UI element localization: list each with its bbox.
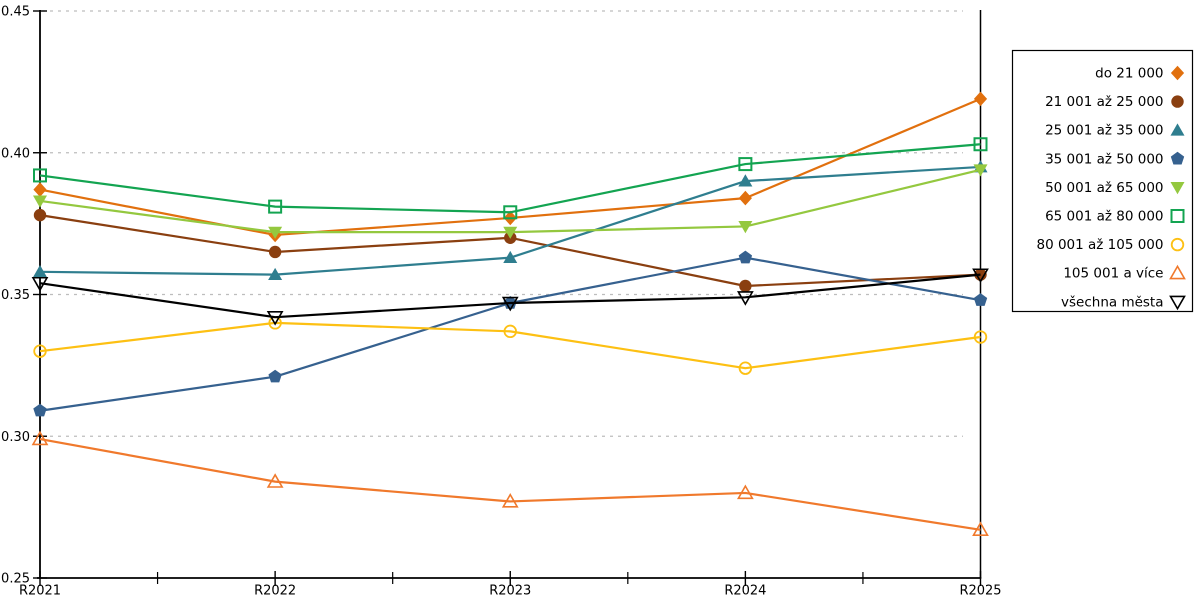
triangle-down-open-marker-icon <box>972 268 989 284</box>
legend-label: 25 001 až 35 000 <box>1045 123 1163 139</box>
pentagon-filled-marker-icon <box>973 293 988 306</box>
triangle-down-filled-marker-icon <box>503 226 518 239</box>
triangle-up-filled-marker-icon <box>33 265 47 278</box>
y-tick-label: 0.45 <box>1 5 30 20</box>
legend-item: 50 001 až 65 000 <box>1045 180 1185 196</box>
legend-item: 80 001 až 105 000 <box>1036 237 1185 253</box>
legend-label: do 21 000 <box>1095 66 1163 82</box>
square-open-marker-icon <box>738 157 753 172</box>
triangle-down-filled-marker-icon <box>1170 182 1185 195</box>
x-tick-label: R2021 <box>19 584 61 599</box>
pentagon-filled-marker-icon <box>268 369 282 383</box>
triangle-up-filled-marker-icon <box>738 174 753 187</box>
legend-item: 35 001 až 50 000 <box>1045 151 1185 167</box>
series-5 <box>33 164 988 239</box>
triangle-up-open-marker-icon <box>266 473 284 488</box>
triangle-down-open-marker-icon <box>31 276 49 292</box>
series-4 <box>33 250 988 417</box>
series-7 <box>33 316 988 375</box>
triangle-up-open-marker-icon <box>501 493 519 508</box>
legend-label: všechna města <box>1061 294 1163 310</box>
diamond-filled-marker-icon <box>973 91 988 107</box>
triangle-down-filled-marker-icon <box>973 164 988 177</box>
x-tick-label: R2025 <box>959 584 1001 599</box>
square-open-marker-icon <box>33 168 47 183</box>
series-8 <box>31 430 989 537</box>
triangle-down-filled-marker-icon <box>33 195 47 208</box>
series-6 <box>33 137 988 220</box>
pentagon-filled-marker-icon <box>1170 151 1185 165</box>
triangle-up-filled-marker-icon <box>268 267 283 281</box>
legend-item: všechna města <box>1061 294 1186 311</box>
diamond-filled-marker-icon <box>738 190 752 206</box>
triangle-up-open-marker-icon <box>31 430 49 446</box>
triangle-up-open-marker-icon <box>972 521 989 537</box>
square-open-marker-icon <box>503 205 518 220</box>
circle-filled-marker-icon <box>1171 95 1184 108</box>
square-open-marker-icon <box>268 199 283 214</box>
diamond-filled-marker-icon <box>33 182 47 197</box>
legend-item: 25 001 až 35 000 <box>1045 123 1185 139</box>
square-open-marker-icon <box>973 137 988 152</box>
legend-label: 65 001 až 80 000 <box>1045 209 1163 225</box>
circle-filled-marker-icon <box>33 208 47 222</box>
triangle-down-open-marker-icon <box>1169 295 1186 311</box>
legend-label: 35 001 až 50 000 <box>1045 151 1163 167</box>
square-open-marker-icon <box>1170 209 1185 223</box>
x-tick-label: R2024 <box>724 584 766 599</box>
circle-open-marker-icon <box>1170 237 1185 252</box>
legend-label: 21 001 až 25 000 <box>1045 94 1163 110</box>
circle-open-marker-icon <box>503 324 517 339</box>
pentagon-filled-marker-icon <box>738 250 753 264</box>
triangle-up-filled-marker-icon <box>1170 123 1185 136</box>
legend-item: 65 001 až 80 000 <box>1045 209 1185 225</box>
legend-label: 50 001 až 65 000 <box>1045 180 1163 196</box>
circle-open-marker-icon <box>33 344 47 358</box>
series-line <box>39 438 981 531</box>
series-line <box>39 321 981 370</box>
series-line <box>39 143 981 214</box>
legend-label: 80 001 až 105 000 <box>1036 237 1163 253</box>
circle-filled-marker-icon <box>268 245 282 259</box>
y-tick-label: 0.35 <box>1 288 30 303</box>
triangle-down-filled-marker-icon <box>268 226 283 239</box>
triangle-down-open-marker-icon <box>736 291 754 306</box>
y-tick-label: 0.40 <box>1 146 30 161</box>
series-9 <box>31 268 989 326</box>
x-tick-label: R2023 <box>489 584 531 599</box>
y-tick-label: 0.30 <box>1 430 30 445</box>
triangle-up-open-marker-icon <box>736 484 754 500</box>
pentagon-filled-marker-icon <box>33 403 47 417</box>
series-line <box>39 273 981 319</box>
y-tick-label: 0.25 <box>1 572 30 587</box>
triangle-down-open-marker-icon <box>501 296 519 312</box>
legend-box <box>1011 49 1194 313</box>
legend-item: 21 001 až 25 000 <box>1045 94 1184 110</box>
circle-open-marker-icon <box>738 361 753 375</box>
legend-item: 105 001 a více <box>1063 264 1186 282</box>
circle-open-marker-icon <box>973 330 988 344</box>
triangle-down-filled-marker-icon <box>738 221 753 234</box>
triangle-down-open-marker-icon <box>266 310 284 326</box>
circle-filled-marker-icon <box>739 279 752 293</box>
x-tick-label: R2022 <box>254 584 296 599</box>
legend-label: 105 001 a více <box>1063 266 1163 282</box>
triangle-up-open-marker-icon <box>1169 264 1186 280</box>
triangle-up-filled-marker-icon <box>503 250 518 264</box>
